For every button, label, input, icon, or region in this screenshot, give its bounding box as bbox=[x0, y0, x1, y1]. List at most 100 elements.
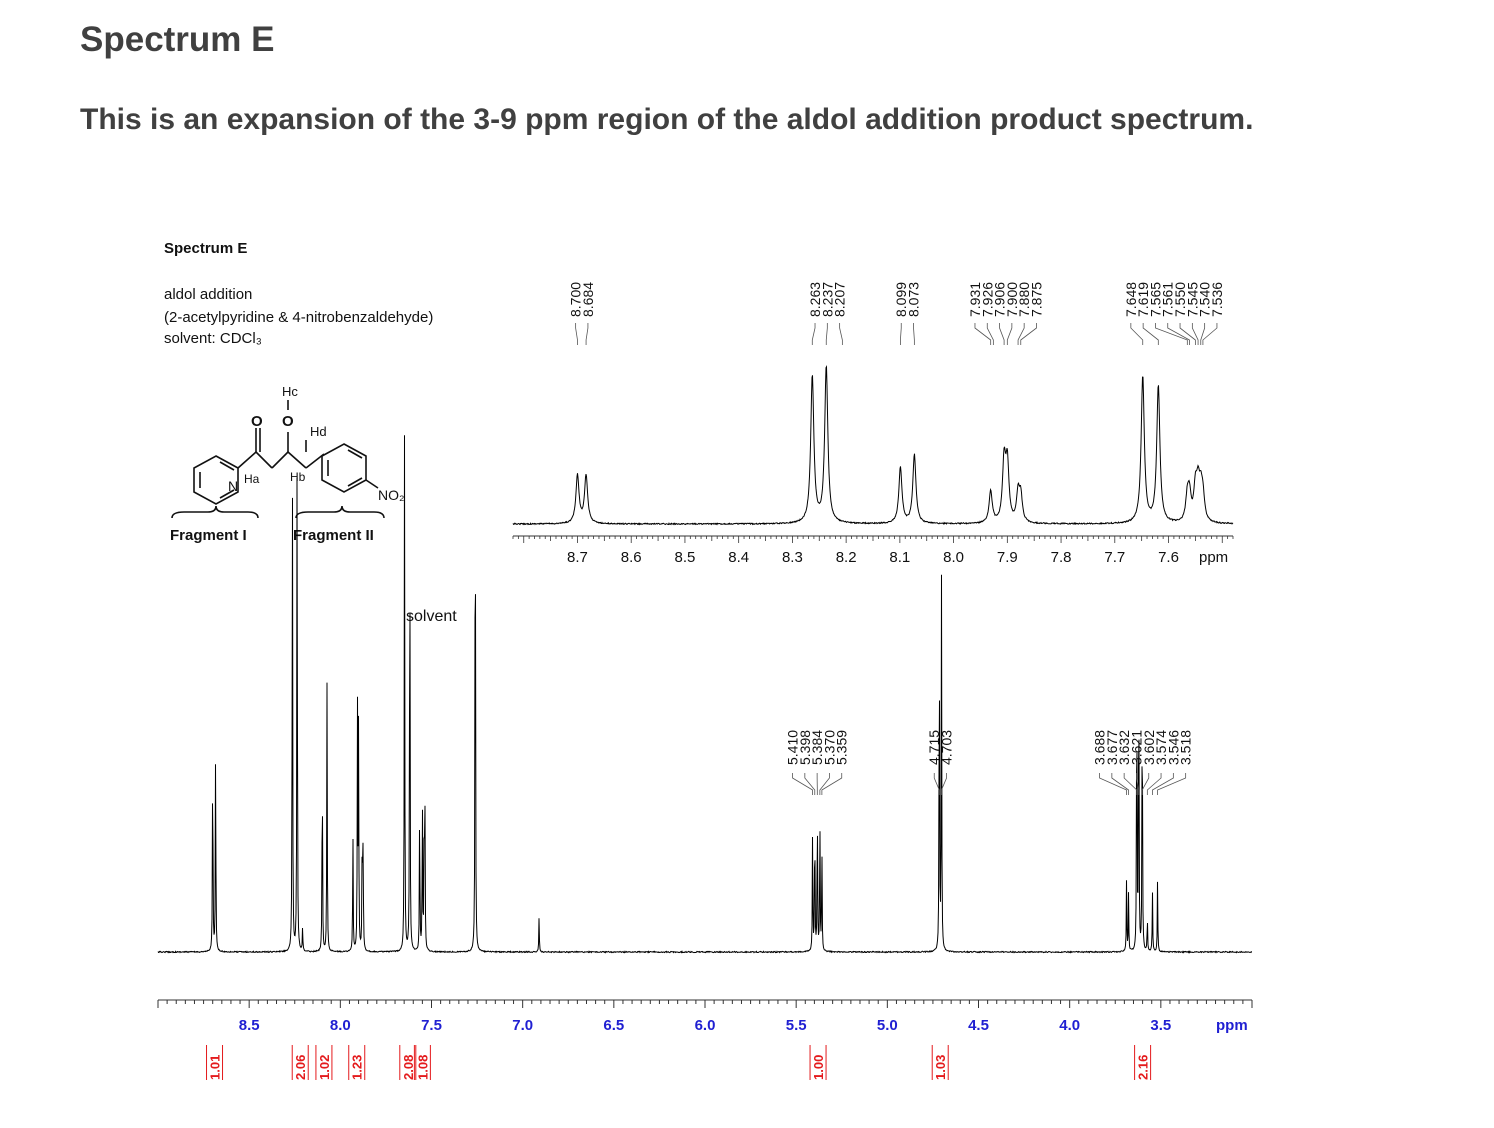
inset-peak-shift-label: 7.619 bbox=[1135, 282, 1151, 317]
inset-peak-leader-line bbox=[811, 323, 816, 345]
peak-shift-label: 5.410 bbox=[785, 730, 801, 765]
integral-value: 2.06 bbox=[293, 1055, 308, 1080]
page-title: Spectrum E bbox=[80, 20, 275, 59]
integral-value: 1.00 bbox=[811, 1055, 826, 1080]
inset-peak-shift-label: 7.536 bbox=[1209, 282, 1225, 317]
atom-ha: Ha bbox=[244, 472, 260, 486]
inset-peak-leader-line bbox=[1202, 323, 1218, 345]
inset-peak-leader-line bbox=[986, 323, 994, 345]
inset-peak-leader-line bbox=[575, 323, 578, 345]
integral-value: 1.02 bbox=[317, 1055, 332, 1080]
atom-n: N bbox=[228, 478, 238, 494]
atom-o-carbonyl: O bbox=[251, 413, 263, 430]
inset-peak-shift-label: 7.550 bbox=[1172, 282, 1188, 317]
inset-tick-label: 8.5 bbox=[675, 549, 696, 566]
inset-peak-shift-label: 8.237 bbox=[819, 282, 835, 317]
peak-shift-label: 3.677 bbox=[1104, 730, 1120, 765]
inset-peak-leader-line bbox=[1191, 323, 1199, 345]
fragment-label-2: Fragment II bbox=[293, 527, 374, 544]
inset-peak-shift-label: 8.263 bbox=[807, 282, 823, 317]
x-tick-label: 6.5 bbox=[603, 1017, 624, 1034]
inset-tick-label: 8.6 bbox=[621, 549, 642, 566]
inset-peak-leader-line bbox=[913, 323, 915, 345]
peak-leader-line bbox=[1157, 773, 1187, 795]
inset-peak-leader-line bbox=[1017, 323, 1025, 345]
inset-peak-shift-label: 8.207 bbox=[832, 282, 848, 317]
peak-shift-label: 3.602 bbox=[1141, 730, 1157, 765]
inset-tick-label: 8.3 bbox=[782, 549, 803, 566]
peak-leader-line bbox=[821, 773, 843, 795]
x-tick-label: 5.5 bbox=[786, 1017, 807, 1034]
inset-tick-label: 8.0 bbox=[943, 549, 964, 566]
peak-leader-line bbox=[1111, 773, 1129, 795]
inset-peak-leader-line bbox=[1155, 323, 1188, 345]
peak-leader-line bbox=[1146, 773, 1162, 795]
x-tick-label: 7.5 bbox=[421, 1017, 442, 1034]
x-tick-label: 8.5 bbox=[239, 1017, 260, 1034]
x-tick-label: 4.5 bbox=[968, 1017, 989, 1034]
solvent-label: solvent bbox=[406, 608, 457, 625]
inset-tick-label: 8.4 bbox=[728, 549, 749, 566]
atom-o-hydroxyl: O bbox=[282, 413, 294, 430]
inset-peak-leader-line bbox=[999, 323, 1005, 345]
peak-shift-label: 3.518 bbox=[1178, 730, 1194, 765]
peak-shift-label: 3.546 bbox=[1165, 730, 1181, 765]
x-tick-label: 7.0 bbox=[512, 1017, 533, 1034]
inset-peak-leader-line bbox=[839, 323, 843, 345]
inset-trace bbox=[512, 364, 1234, 526]
peak-shift-label: 5.359 bbox=[834, 730, 850, 765]
inset-peak-leader-line bbox=[1130, 323, 1144, 345]
integral-value: 1.03 bbox=[933, 1055, 948, 1080]
inset-peak-shift-label: 7.926 bbox=[979, 282, 995, 317]
integral-value: 2.16 bbox=[1136, 1055, 1151, 1080]
peak-shift-label: 4.703 bbox=[939, 730, 955, 765]
inset-peak-leader-line bbox=[974, 323, 992, 345]
inset-peak-shift-label: 7.540 bbox=[1197, 282, 1213, 317]
peak-leader-line bbox=[792, 773, 813, 795]
inset-peak-leader-line bbox=[585, 323, 589, 345]
peak-shift-label: 5.370 bbox=[821, 730, 837, 765]
inset-tick-label: 7.8 bbox=[1051, 549, 1072, 566]
spectrum-trace bbox=[157, 435, 1252, 954]
peak-leader-line bbox=[1152, 773, 1174, 795]
peak-shift-label: 3.688 bbox=[1092, 730, 1108, 765]
inset-peak-shift-label: 8.099 bbox=[893, 282, 909, 317]
inset-tick-label: 8.7 bbox=[567, 549, 588, 566]
inset-tick-label: 7.6 bbox=[1158, 549, 1179, 566]
peak-leader-line bbox=[1136, 773, 1140, 795]
inset-tick-label: 7.7 bbox=[1104, 549, 1125, 566]
inset-peak-leader-line bbox=[1167, 323, 1190, 345]
peak-leader-line bbox=[804, 773, 816, 795]
inset-peak-leader-line bbox=[1200, 323, 1206, 345]
page-subtitle: This is an expansion of the 3-9 ppm regi… bbox=[80, 103, 1254, 136]
x-tick-label: 3.5 bbox=[1150, 1017, 1171, 1034]
integral-value: 1.01 bbox=[208, 1055, 223, 1080]
inset-peak-leader-line bbox=[1142, 323, 1159, 345]
x-tick-label: 8.0 bbox=[330, 1017, 351, 1034]
integral-value: 1.08 bbox=[415, 1055, 430, 1080]
atom-hb: Hb bbox=[290, 470, 306, 484]
peak-leader-line bbox=[1141, 773, 1150, 795]
fragment-label-1: Fragment I bbox=[170, 527, 247, 544]
figure-line-3: solvent: CDCl₃ bbox=[164, 330, 262, 347]
inset-peak-shift-label: 7.880 bbox=[1016, 282, 1032, 317]
figure-line-2: (2-acetylpyridine & 4-nitrobenzaldehyde) bbox=[164, 309, 433, 326]
peak-shift-label: 4.715 bbox=[926, 730, 942, 765]
inset-peak-leader-line bbox=[1006, 323, 1013, 345]
atom-hd: Hd bbox=[310, 424, 327, 439]
inset-peak-shift-label: 7.900 bbox=[1004, 282, 1020, 317]
molecule-structure bbox=[171, 400, 385, 519]
inset-peak-shift-label: 8.073 bbox=[906, 282, 922, 317]
x-tick-label: 6.0 bbox=[695, 1017, 716, 1034]
inset-tick-label: 8.1 bbox=[889, 549, 910, 566]
x-tick-label: 4.0 bbox=[1059, 1017, 1080, 1034]
peak-shift-label: 3.632 bbox=[1116, 730, 1132, 765]
inset-peak-leader-line bbox=[825, 323, 828, 345]
figure-title: Spectrum E bbox=[164, 240, 247, 257]
inset-tick-label: 8.2 bbox=[836, 549, 857, 566]
peak-leader-line bbox=[941, 773, 947, 795]
peak-leader-line bbox=[819, 773, 830, 795]
x-tick-label: 5.0 bbox=[877, 1017, 898, 1034]
inset-peak-shift-label: 7.561 bbox=[1160, 282, 1176, 317]
